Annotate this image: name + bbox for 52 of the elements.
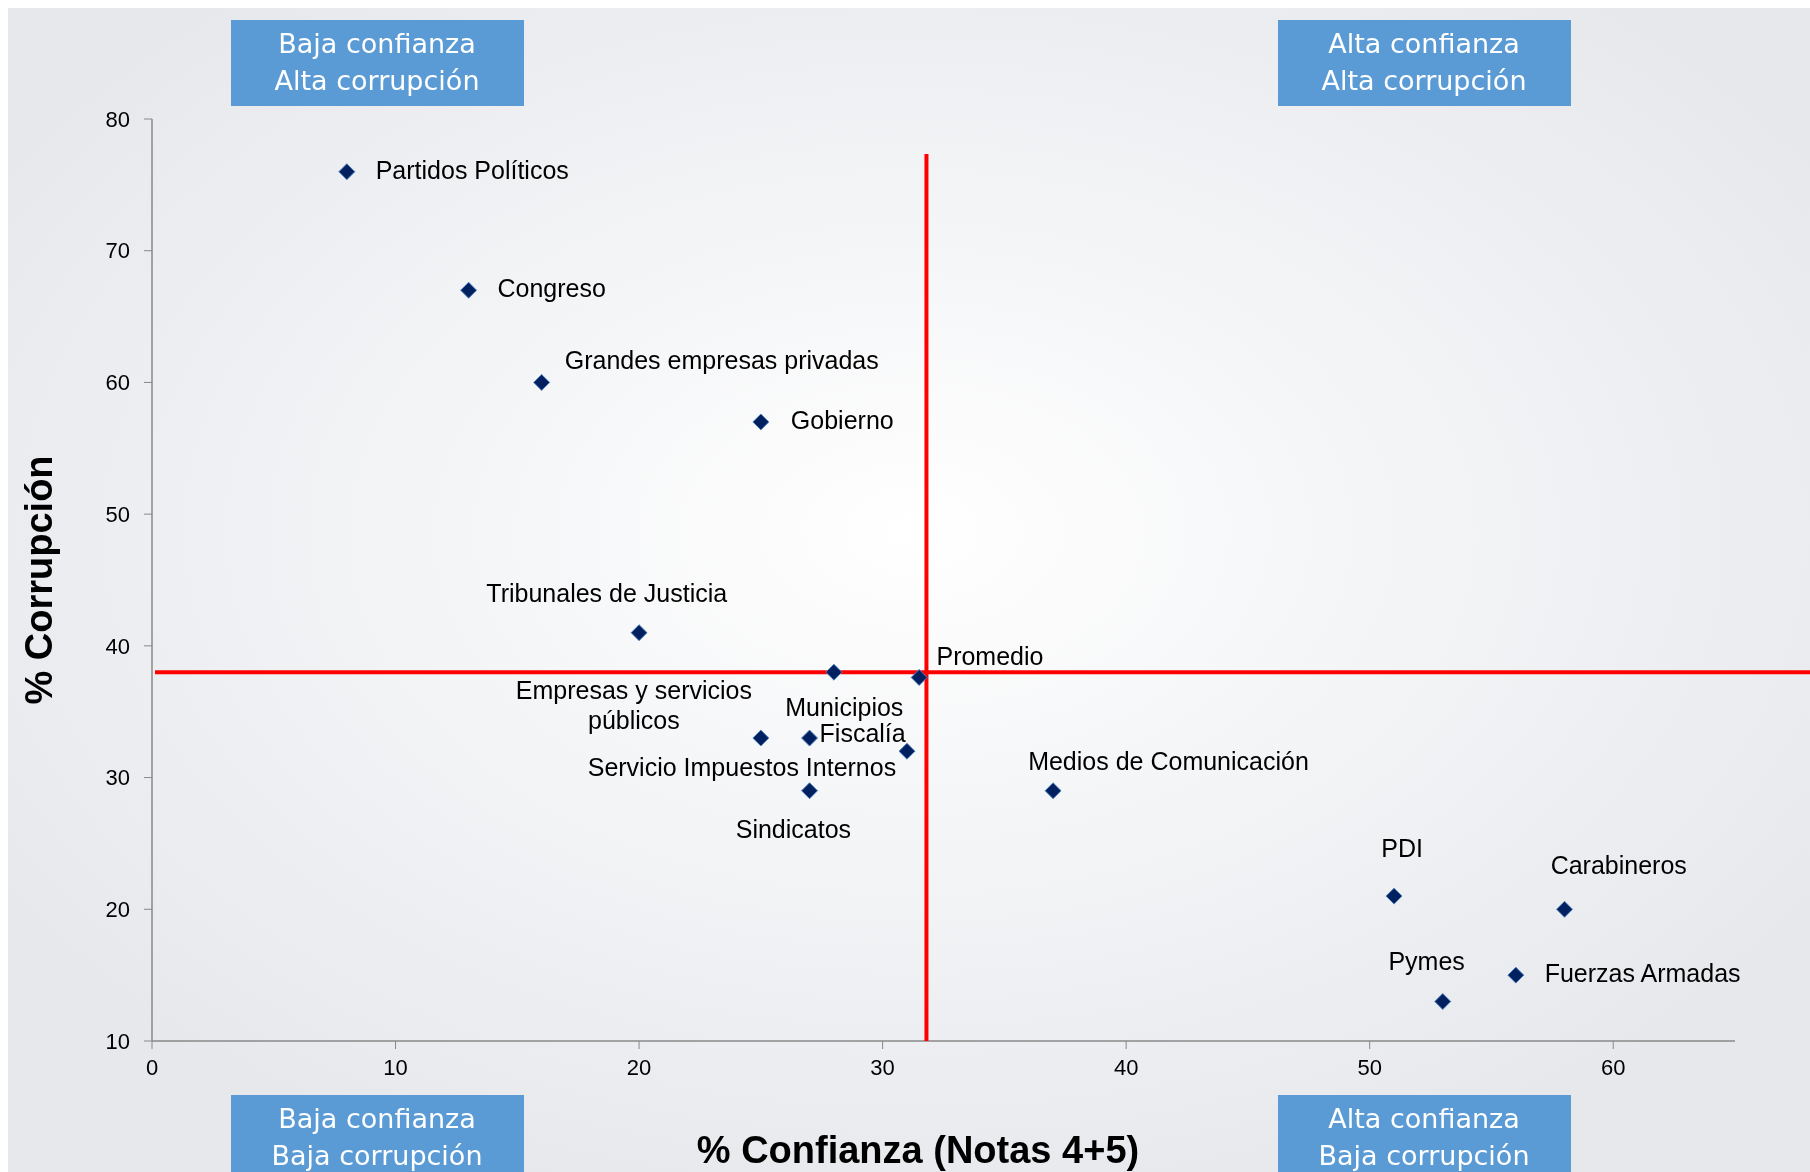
point bbox=[1434, 993, 1452, 1010]
point bbox=[910, 669, 928, 686]
annotation: Sindicatos bbox=[735, 814, 852, 843]
x-tick-label: 30 bbox=[870, 1055, 895, 1080]
point bbox=[752, 729, 770, 747]
text: Baja confianza Alta corrupción bbox=[274, 28, 480, 96]
annotation: PDI bbox=[1381, 833, 1423, 862]
y-tick-label: 10 bbox=[105, 1028, 130, 1054]
annotation: Partidos Políticos bbox=[375, 155, 569, 184]
y-tick-label: 60 bbox=[105, 370, 130, 396]
y-tick-label: 70 bbox=[105, 238, 130, 264]
text: Baja confianza Baja corrupción bbox=[271, 1103, 483, 1171]
point bbox=[338, 163, 356, 181]
point bbox=[533, 373, 551, 391]
text: Alta confianza Alta corrupción bbox=[1321, 28, 1527, 96]
point bbox=[1385, 887, 1403, 905]
text: Alta confianza Baja corrupción bbox=[1318, 1103, 1530, 1171]
point bbox=[898, 742, 916, 760]
annotation: Promedio bbox=[936, 641, 1044, 670]
point bbox=[801, 729, 819, 747]
x-tick-label: 0 bbox=[145, 1055, 159, 1080]
point bbox=[1507, 966, 1525, 984]
annotation: Tribunales de Justicia bbox=[486, 578, 728, 607]
x-tick-label: 40 bbox=[1113, 1055, 1139, 1080]
x-tick-label: 20 bbox=[626, 1055, 652, 1080]
annotation: Pymes bbox=[1388, 947, 1465, 976]
y-tick-label: 20 bbox=[105, 896, 130, 922]
annotation: Empresas y servicios públicos bbox=[515, 675, 752, 734]
x-axis-title: % Confianza (Notas 4+5) bbox=[696, 1129, 1140, 1171]
annotation: Grandes empresas privadas bbox=[564, 345, 879, 374]
point bbox=[825, 663, 843, 681]
annotation: Congreso bbox=[497, 273, 606, 302]
annotation: Medios de Comunicación bbox=[1028, 746, 1309, 775]
x-tick-label: 60 bbox=[1600, 1055, 1626, 1080]
point bbox=[460, 281, 478, 299]
point bbox=[801, 782, 819, 800]
y-tick-label: 50 bbox=[105, 501, 130, 527]
x-tick-label: 50 bbox=[1357, 1055, 1382, 1080]
y-axis-title: % Corrupción bbox=[18, 455, 60, 705]
y-tick-label: 30 bbox=[105, 765, 130, 791]
y-tick-label: 40 bbox=[105, 633, 130, 659]
point bbox=[630, 624, 648, 642]
point bbox=[1044, 782, 1062, 800]
annotation: Servicio Impuestos Internos bbox=[587, 752, 897, 781]
annotation: Fuerzas Armadas bbox=[1544, 958, 1741, 987]
x-tick-label: 10 bbox=[383, 1055, 408, 1080]
annotation: Carabineros bbox=[1550, 850, 1687, 879]
y-tick-label: 80 bbox=[105, 106, 130, 132]
annotation: Gobierno bbox=[790, 405, 894, 434]
annotation: Municipios bbox=[785, 692, 904, 721]
point bbox=[752, 413, 770, 431]
point bbox=[1556, 900, 1573, 918]
